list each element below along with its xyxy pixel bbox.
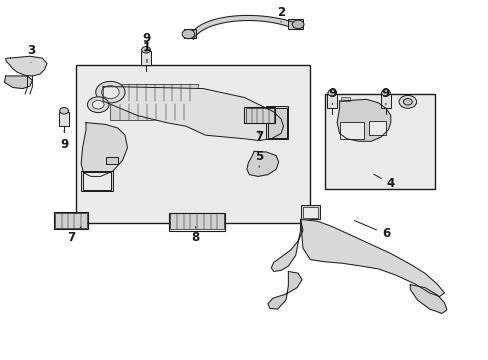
Bar bbox=[105, 157, 118, 164]
Bar bbox=[81, 171, 113, 191]
Bar bbox=[245, 108, 274, 123]
Bar bbox=[110, 104, 193, 120]
Polygon shape bbox=[190, 15, 293, 40]
Bar bbox=[325, 94, 434, 189]
Bar bbox=[302, 207, 318, 218]
Polygon shape bbox=[103, 87, 283, 140]
Text: 9: 9 bbox=[142, 32, 150, 53]
Text: 1: 1 bbox=[142, 41, 151, 63]
Bar bbox=[54, 212, 88, 229]
Polygon shape bbox=[409, 285, 446, 314]
Bar bbox=[267, 108, 287, 138]
Polygon shape bbox=[81, 123, 127, 176]
Circle shape bbox=[87, 97, 109, 113]
Circle shape bbox=[403, 99, 411, 105]
Bar bbox=[141, 51, 151, 65]
Bar bbox=[120, 84, 198, 101]
Bar bbox=[82, 172, 111, 190]
Text: 9: 9 bbox=[381, 87, 389, 105]
Polygon shape bbox=[4, 76, 32, 89]
Text: 9: 9 bbox=[60, 131, 68, 150]
Bar bbox=[288, 19, 303, 30]
Bar bbox=[55, 213, 87, 228]
Text: 2: 2 bbox=[276, 6, 285, 22]
Text: 5: 5 bbox=[254, 150, 263, 167]
Circle shape bbox=[96, 81, 125, 103]
Bar bbox=[368, 121, 385, 135]
Bar bbox=[327, 94, 336, 108]
Text: 4: 4 bbox=[373, 174, 394, 190]
Circle shape bbox=[142, 46, 150, 53]
Bar bbox=[59, 112, 69, 126]
Bar bbox=[300, 205, 320, 220]
Bar bbox=[339, 122, 363, 139]
Polygon shape bbox=[336, 99, 390, 141]
Text: 6: 6 bbox=[354, 221, 389, 240]
Text: 7: 7 bbox=[67, 226, 81, 244]
Text: 7: 7 bbox=[255, 130, 263, 144]
Circle shape bbox=[381, 90, 389, 96]
Text: 8: 8 bbox=[191, 226, 200, 244]
Circle shape bbox=[182, 30, 194, 39]
Bar bbox=[170, 213, 224, 229]
Circle shape bbox=[102, 86, 119, 99]
Circle shape bbox=[292, 20, 304, 29]
Bar bbox=[168, 213, 225, 230]
Bar bbox=[244, 107, 275, 123]
Bar bbox=[266, 107, 288, 139]
Circle shape bbox=[398, 95, 416, 108]
Polygon shape bbox=[5, 56, 47, 76]
Text: 3: 3 bbox=[27, 44, 35, 63]
Bar bbox=[380, 94, 390, 108]
Bar bbox=[76, 65, 310, 223]
Bar bbox=[340, 97, 349, 101]
Polygon shape bbox=[300, 220, 444, 297]
Circle shape bbox=[327, 90, 336, 96]
Polygon shape bbox=[246, 151, 278, 176]
Text: 9: 9 bbox=[327, 87, 336, 105]
Circle shape bbox=[60, 108, 68, 114]
Circle shape bbox=[92, 100, 104, 109]
Polygon shape bbox=[267, 271, 302, 309]
Polygon shape bbox=[271, 220, 303, 271]
Bar bbox=[183, 30, 195, 39]
